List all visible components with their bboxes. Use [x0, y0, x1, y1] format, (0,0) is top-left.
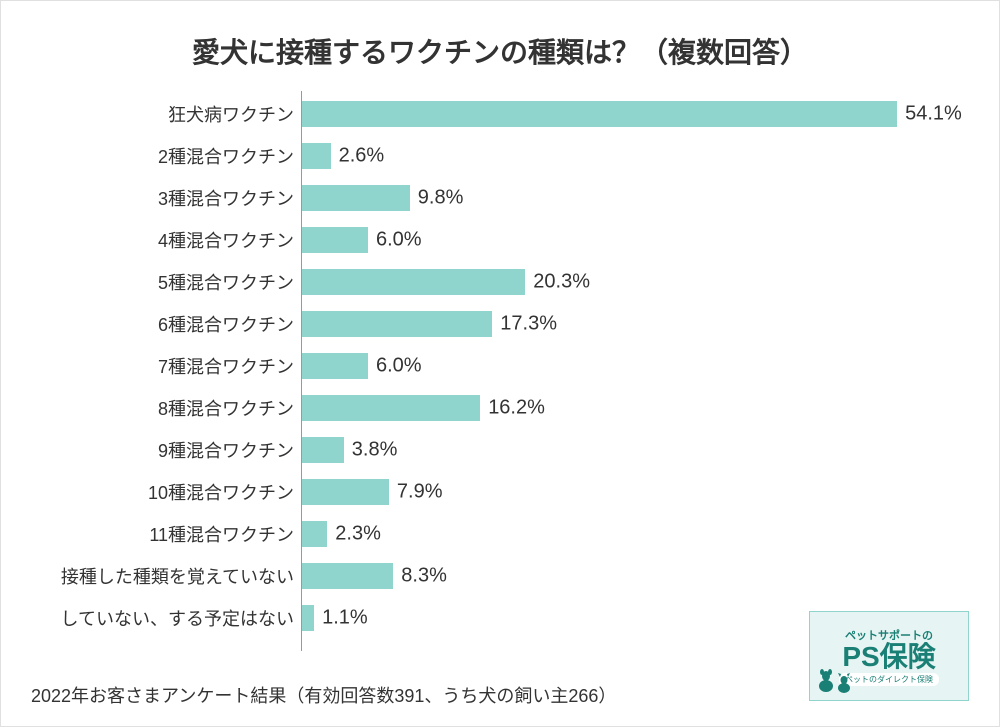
bar-category-label: 8種混合ワクチン: [158, 395, 294, 421]
chart-title: 愛犬に接種するワクチンの種類は？（複数回答）: [41, 31, 959, 71]
bar: 6.0%: [302, 353, 368, 379]
bar-category-label: 6種混合ワクチン: [158, 311, 294, 337]
bar-row: 11種混合ワクチン2.3%: [302, 521, 959, 547]
bar-row: 6種混合ワクチン17.3%: [302, 311, 959, 337]
bar-value-label: 2.6%: [339, 145, 385, 168]
bar-category-label: 9種混合ワクチン: [158, 437, 294, 463]
bar: 3.8%: [302, 437, 344, 463]
bar-category-label: 5種混合ワクチン: [158, 269, 294, 295]
bar-row: 狂犬病ワクチン54.1%: [302, 101, 959, 127]
bar-category-label: 10種混合ワクチン: [148, 479, 294, 505]
bar-row: 10種混合ワクチン7.9%: [302, 479, 959, 505]
bar: 9.8%: [302, 185, 410, 211]
bar-category-label: していない、する予定はない: [61, 605, 294, 631]
bar-row: 9種混合ワクチン3.8%: [302, 437, 959, 463]
chart-plot-area: 狂犬病ワクチン54.1% 2種混合ワクチン2.6% 3種混合ワクチン9.8% 4種混合…: [301, 91, 959, 651]
bar-value-label: 3.8%: [352, 439, 398, 462]
chart-container: 愛犬に接種するワクチンの種類は？（複数回答） 狂犬病ワクチン54.1%2種混合ワ…: [1, 1, 999, 671]
bar-row: 8種混合ワクチン16.2%: [302, 395, 959, 421]
bar-category-label: 2種混合ワクチン: [158, 143, 294, 169]
bar-value-label: 8.3%: [401, 565, 447, 588]
bar-row: 4種混合ワクチン6.0%: [302, 227, 959, 253]
bar: 8.3%: [302, 563, 393, 589]
bar-row: 2種混合ワクチン2.6%: [302, 143, 959, 169]
bar-value-label: 16.2%: [488, 397, 545, 420]
bars-group: 狂犬病ワクチン54.1% 2種混合ワクチン2.6% 3種混合ワクチン9.8% 4種混合…: [302, 101, 959, 641]
bar: 2.3%: [302, 521, 327, 547]
bar: 20.3%: [302, 269, 525, 295]
bar-row: 7種混合ワクチン6.0%: [302, 353, 959, 379]
logo-pets-icon: [816, 660, 856, 694]
bar: 17.3%: [302, 311, 492, 337]
bar-value-label: 6.0%: [376, 229, 422, 252]
bar-value-label: 6.0%: [376, 355, 422, 378]
bar-row: 3種混合ワクチン9.8%: [302, 185, 959, 211]
bar-value-label: 54.1%: [905, 103, 962, 126]
bar-category-label: 3種混合ワクチン: [158, 185, 294, 211]
bar-row: 接種した種類を覚えていない8.3%: [302, 563, 959, 589]
bar-value-label: 9.8%: [418, 187, 464, 210]
bar-category-label: 狂犬病ワクチン: [168, 101, 294, 127]
bar-value-label: 17.3%: [500, 313, 557, 336]
bar-row: 5種混合ワクチン20.3%: [302, 269, 959, 295]
bar: 2.6%: [302, 143, 331, 169]
chart-footnote: 2022年お客さまアンケート結果（有効回答数391、うち犬の飼い主266）: [31, 682, 616, 708]
bar-value-label: 2.3%: [335, 523, 381, 546]
bar-value-label: 20.3%: [533, 271, 590, 294]
bar-category-label: 11種混合ワクチン: [149, 521, 294, 547]
bar-value-label: 1.1%: [322, 607, 368, 630]
bar-category-label: 4種混合ワクチン: [158, 227, 294, 253]
bar: 1.1%: [302, 605, 314, 631]
bar: 7.9%: [302, 479, 389, 505]
bar-category-label: 接種した種類を覚えていない: [61, 563, 294, 589]
logo-main-text: PS保険: [842, 643, 935, 671]
bar-value-label: 7.9%: [397, 481, 443, 504]
brand-logo: ペットサポートの PS保険 ペットのダイレクト保険: [809, 611, 969, 701]
bar: 6.0%: [302, 227, 368, 253]
bar: 54.1%: [302, 101, 897, 127]
bar: 16.2%: [302, 395, 480, 421]
bar-category-label: 7種混合ワクチン: [158, 353, 294, 379]
